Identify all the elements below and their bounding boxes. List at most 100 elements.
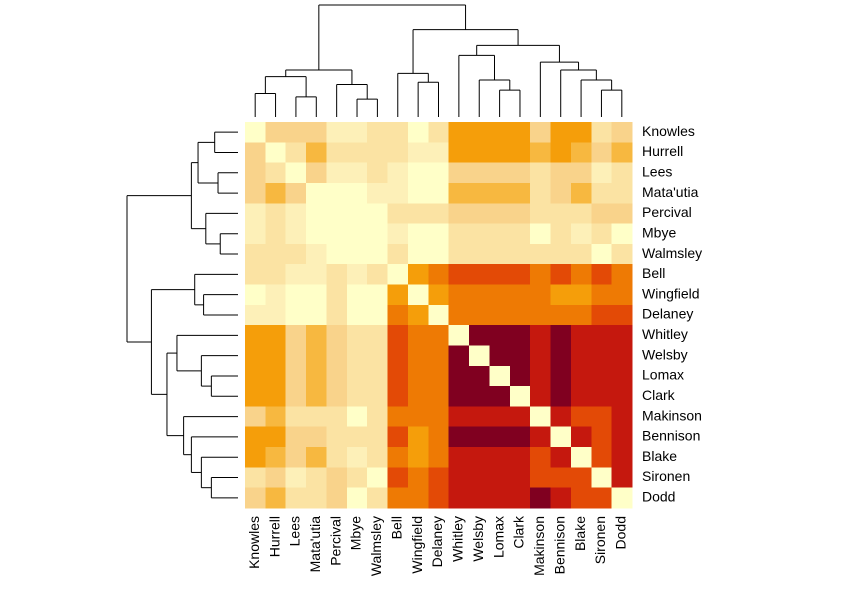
cell — [570, 426, 592, 448]
cell — [346, 487, 368, 509]
cell — [469, 345, 490, 367]
cell — [407, 447, 429, 468]
cell — [326, 203, 348, 225]
cell — [489, 243, 511, 265]
column-label: Blake — [572, 516, 588, 551]
cell — [509, 203, 531, 225]
cell — [611, 406, 633, 428]
cell — [407, 142, 429, 164]
cell — [428, 386, 450, 407]
cell — [245, 447, 266, 468]
cell — [407, 386, 429, 407]
cell — [509, 162, 531, 184]
row-label: Mata'utia — [642, 184, 699, 200]
cell — [326, 182, 348, 204]
cell — [611, 365, 633, 387]
cell — [407, 284, 429, 306]
cell — [346, 325, 368, 346]
cell — [346, 426, 368, 448]
cell — [570, 243, 592, 265]
cell — [265, 487, 287, 509]
column-label: Lees — [287, 516, 303, 546]
cell — [591, 304, 613, 326]
cell — [530, 182, 552, 204]
cell — [387, 406, 409, 428]
cell — [509, 447, 531, 468]
cell — [570, 162, 592, 184]
cell — [285, 345, 307, 367]
cell — [387, 487, 409, 509]
cell — [265, 182, 287, 204]
cell — [306, 487, 327, 509]
cell — [245, 467, 266, 489]
cell — [530, 325, 552, 346]
cell — [326, 487, 348, 509]
column-label: Makinson — [531, 516, 547, 576]
cell — [265, 386, 287, 407]
column-label: Knowles — [246, 516, 262, 569]
cell — [346, 284, 368, 306]
cell — [367, 243, 389, 265]
cell — [346, 162, 368, 184]
cell — [387, 243, 409, 265]
row-label: Blake — [642, 448, 677, 464]
cell — [469, 447, 490, 468]
cell — [428, 406, 450, 428]
cell — [428, 345, 450, 367]
cell — [448, 203, 470, 225]
cell — [285, 386, 307, 407]
cell — [346, 223, 368, 245]
cell — [591, 182, 613, 204]
cell — [530, 426, 552, 448]
cell — [530, 365, 552, 387]
cell — [530, 467, 552, 489]
cell — [326, 325, 348, 346]
cell — [346, 365, 368, 387]
cell — [428, 325, 450, 346]
row-label: Makinson — [642, 407, 702, 423]
cell — [407, 304, 429, 326]
row-label: Knowles — [642, 123, 695, 139]
cell — [245, 243, 266, 265]
cell — [591, 122, 613, 143]
cell — [387, 386, 409, 407]
cell — [285, 406, 307, 428]
cell — [509, 264, 531, 286]
cell — [570, 122, 592, 143]
cell — [509, 243, 531, 265]
cell — [530, 203, 552, 225]
cell — [387, 447, 409, 468]
cell — [469, 406, 490, 428]
cell — [550, 264, 572, 286]
cell — [245, 122, 266, 143]
cell — [265, 345, 287, 367]
cell — [611, 122, 633, 143]
cell — [469, 386, 490, 407]
cell — [306, 243, 327, 265]
cell — [306, 223, 327, 245]
cell — [469, 325, 490, 346]
cell — [550, 223, 572, 245]
cell — [570, 365, 592, 387]
cell — [326, 122, 348, 143]
cell — [387, 284, 409, 306]
cell — [530, 487, 552, 509]
cell — [469, 487, 490, 509]
cell — [367, 142, 389, 164]
row-label: Dodd — [642, 489, 675, 505]
cell — [326, 223, 348, 245]
cell — [550, 406, 572, 428]
cell — [346, 406, 368, 428]
cell — [469, 142, 490, 164]
cell — [591, 264, 613, 286]
cell — [611, 142, 633, 164]
cell — [367, 182, 389, 204]
cell — [285, 203, 307, 225]
cell — [306, 162, 327, 184]
cell — [611, 284, 633, 306]
cell — [509, 325, 531, 346]
column-label: Wingfield — [409, 516, 425, 574]
cell — [570, 345, 592, 367]
cell — [489, 386, 511, 407]
cell — [285, 223, 307, 245]
